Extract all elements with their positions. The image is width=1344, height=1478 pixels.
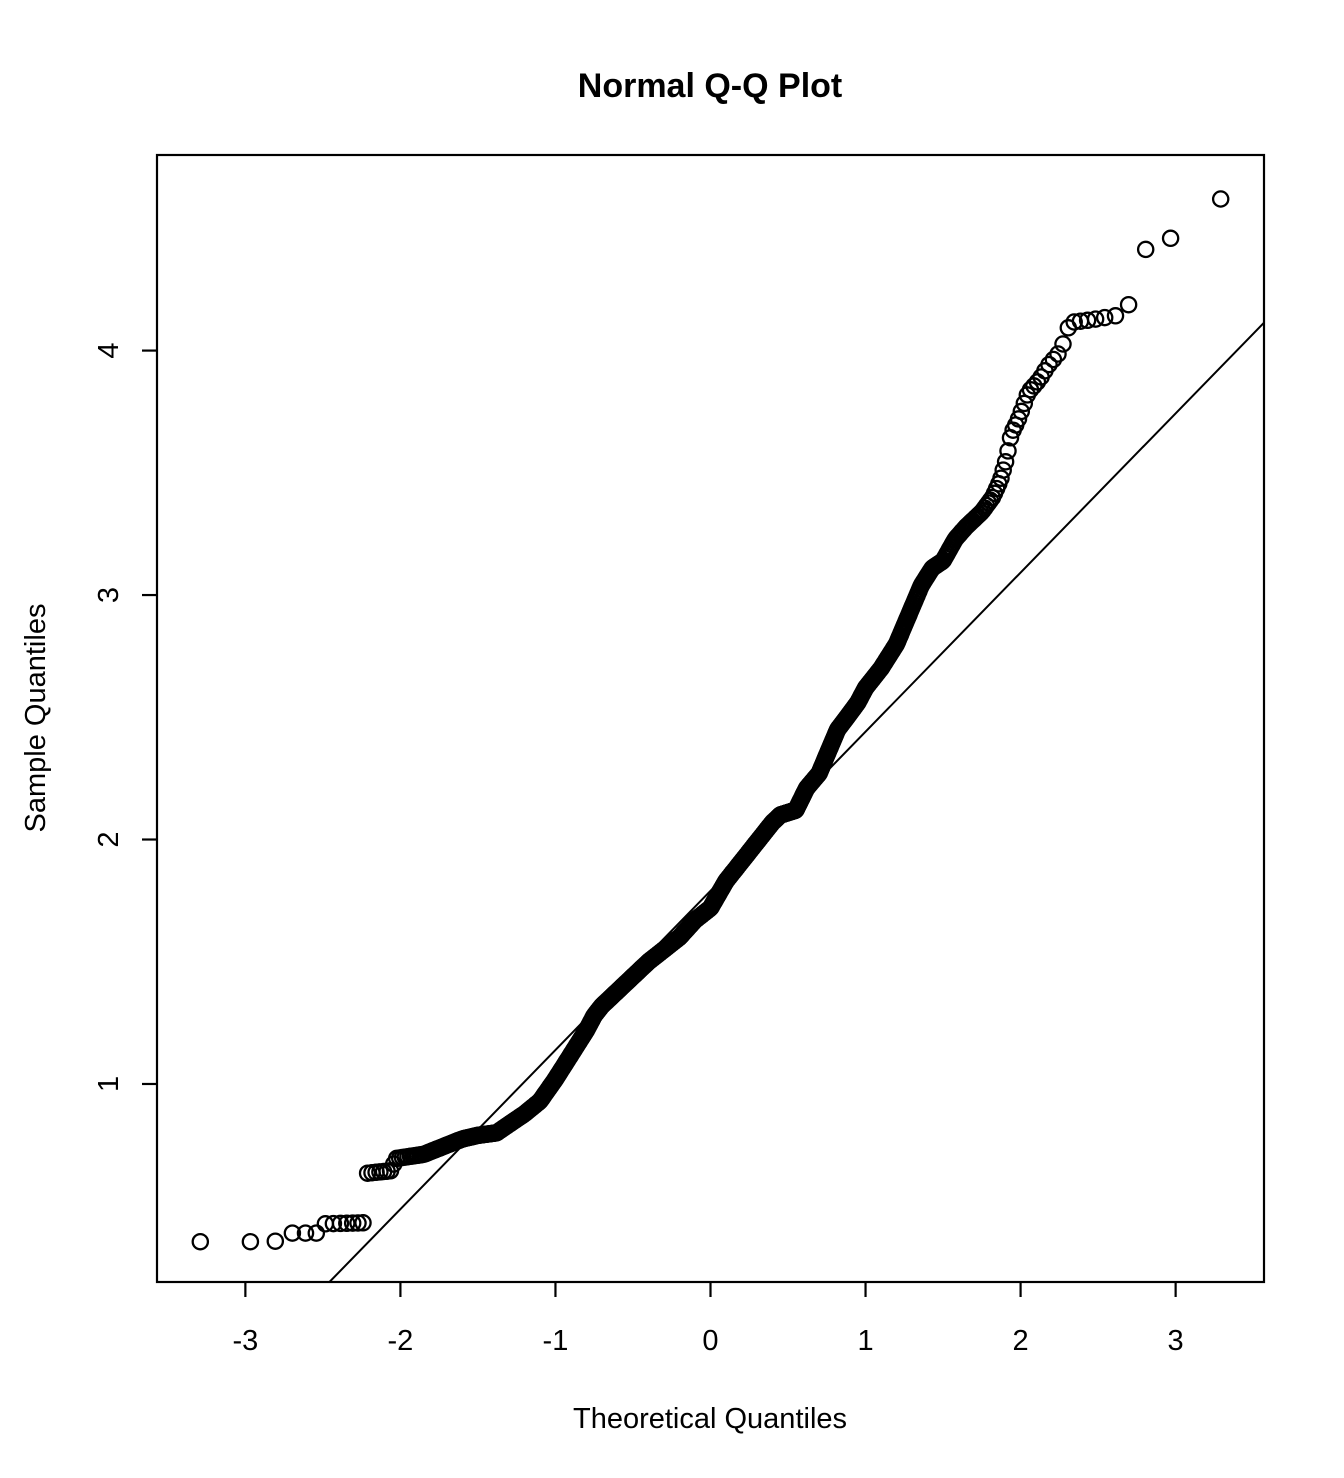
qq-point xyxy=(1040,355,1058,374)
x-axis-label: Theoretical Quantiles xyxy=(573,1403,847,1435)
qq-point xyxy=(994,461,1012,479)
qq-point xyxy=(1106,307,1125,325)
y-tick-label: 4 xyxy=(93,343,125,359)
qq-point xyxy=(1078,311,1097,330)
y-tick-label: 1 xyxy=(93,1076,125,1092)
qq-point xyxy=(992,469,1010,487)
qq-point xyxy=(349,1214,367,1232)
x-tick-label: -3 xyxy=(232,1325,258,1357)
qq-point xyxy=(1012,402,1031,421)
qq-point xyxy=(331,1214,350,1233)
scatter-points-layer xyxy=(191,190,1230,1251)
qq-point xyxy=(343,1214,362,1232)
x-tick-label: 1 xyxy=(857,1325,873,1357)
x-tick-label: -2 xyxy=(388,1325,414,1357)
qq-point xyxy=(307,1224,326,1242)
x-tick-label: 3 xyxy=(1168,1325,1184,1357)
y-tick-label: 2 xyxy=(93,831,125,847)
qq-point xyxy=(1054,335,1072,353)
qq-point xyxy=(1009,410,1028,428)
qq-point xyxy=(999,442,1017,460)
plot-title: Normal Q-Q Plot xyxy=(578,67,842,105)
x-tick-label: 2 xyxy=(1013,1325,1029,1357)
qq-point xyxy=(324,1214,343,1233)
qq-point xyxy=(241,1232,260,1251)
y-tick-label: 3 xyxy=(93,587,125,603)
qq-point xyxy=(1044,350,1063,369)
qq-point xyxy=(1161,229,1180,248)
qq-point xyxy=(1049,345,1067,363)
qq-point xyxy=(1095,308,1114,327)
x-axis-ticks: -3 -2 -1 0 1 2 3 xyxy=(232,1282,1184,1357)
y-axis-ticks: 1 2 3 4 xyxy=(93,343,157,1092)
qq-point xyxy=(1136,240,1155,259)
qq-point xyxy=(191,1232,210,1251)
y-axis-label: Sample Quantiles xyxy=(20,604,52,833)
qq-point xyxy=(266,1232,285,1250)
qq-point xyxy=(283,1224,302,1242)
x-tick-label: 0 xyxy=(702,1325,718,1357)
qq-reference-line xyxy=(328,321,1264,1282)
qq-point xyxy=(1086,310,1105,328)
qq-point xyxy=(1119,295,1138,314)
qq-point xyxy=(1211,190,1230,208)
qq-point xyxy=(996,453,1015,471)
qq-point xyxy=(1065,313,1083,331)
qq-point xyxy=(296,1224,315,1242)
x-tick-label: -1 xyxy=(543,1325,569,1357)
plot-frame xyxy=(155,153,1266,1284)
qq-point xyxy=(354,1214,372,1232)
